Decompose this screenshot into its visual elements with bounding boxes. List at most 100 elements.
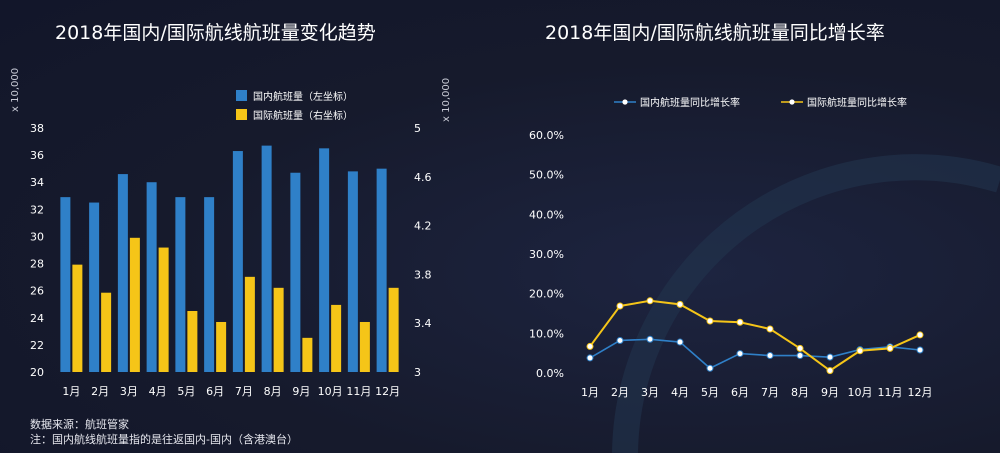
international-growth-point [706,317,714,325]
x-tick-label: 6月 [731,386,749,399]
international-bar [302,337,313,372]
international-growth-point [616,302,624,310]
data-source-note: 数据来源：航班管家 [30,418,129,431]
domestic-growth-line [589,338,921,370]
right-y-tick-label: 4.6 [414,171,432,184]
legend-label: 国际航班量（右坐标） [253,109,353,122]
y-tick-label: 30.0% [529,248,564,261]
international-bar [187,311,198,372]
notes: 数据来源：航班管家 注：国内航线航班量指的是往返国内-国内（含港澳台） [30,417,298,447]
international-bar [216,321,227,372]
legend-marker [789,99,795,105]
domestic-growth-point [796,352,804,360]
x-tick-label: 7月 [761,386,779,399]
left-y-tick-label: 20 [30,366,44,379]
x-tick-label: 11月 [878,386,903,399]
x-tick-label: 7月 [235,385,253,398]
x-tick-label: 12月 [375,385,400,398]
left-y-tick-label: 26 [30,285,44,298]
x-tick-label: 2月 [611,386,629,399]
domestic-growth-point [706,364,714,372]
y-tick-label: 50.0% [529,169,564,182]
legend-marker [622,99,628,105]
x-tick-label: 8月 [264,385,282,398]
international-growth-point [586,342,594,350]
international-bar [331,304,342,372]
international-bar [359,321,370,372]
domestic-bar [347,171,358,372]
legend-swatch [236,90,247,101]
international-bar [273,287,284,372]
decorative-arc [612,154,1000,453]
right-y-tick-label: 4.2 [414,220,432,233]
x-tick-label: 5月 [701,386,719,399]
x-tick-label: 5月 [177,385,195,398]
domestic-growth-point [766,352,774,360]
y-tick-label: 20.0% [529,288,564,301]
legend-label: 国内航班量（左坐标） [253,90,353,103]
domestic-bar [89,202,100,372]
x-tick-label: 1月 [581,386,599,399]
left-y-tick-label: 32 [30,203,44,216]
international-growth-point [916,331,924,339]
legend-label: 国际航班量同比增长率 [807,96,907,109]
international-growth-point [886,344,894,352]
x-tick-label: 6月 [206,385,224,398]
left-y-tick-label: 22 [30,339,44,352]
international-bar [129,237,140,372]
line-chart-title: 2018年国内/国际航线航班量同比增长率 [545,22,885,44]
international-growth-point [736,318,744,326]
x-tick-label: 1月 [62,385,80,398]
x-tick-label: 8月 [791,386,809,399]
x-tick-label: 11月 [346,385,371,398]
domestic-growth-point [916,346,924,354]
y-tick-label: 0.0% [536,367,564,380]
legend-swatch [236,109,247,120]
x-tick-label: 10月 [318,385,343,398]
x-tick-label: 9月 [821,386,839,399]
legend-label: 国内航班量同比增长率 [640,96,740,109]
x-tick-label: 4月 [149,385,167,398]
left-y-tick-label: 28 [30,258,44,271]
domestic-growth-point [616,336,624,344]
domestic-bar [376,168,387,372]
right-y-tick-label: 3 [414,366,421,379]
left-y-tick-label: 38 [30,122,44,135]
international-growth-point [766,325,774,333]
x-tick-label: 9月 [292,385,310,398]
international-bar [101,292,112,372]
x-tick-label: 10月 [848,386,873,399]
y-tick-label: 60.0% [529,129,564,142]
domestic-bar [175,197,186,372]
international-growth-point [646,297,654,305]
domestic-bar [146,182,157,372]
international-growth-point [676,300,684,308]
domestic-bar [232,151,243,372]
footnote: 注：国内航线航班量指的是往返国内-国内（含港澳台） [30,433,298,446]
right-y-tick-label: 3.8 [414,268,432,281]
x-tick-label: 2月 [91,385,109,398]
domestic-growth-point [586,354,594,362]
y-tick-label: 40.0% [529,208,564,221]
international-bar [158,247,169,372]
x-tick-label: 3月 [120,385,138,398]
right-y-tick-label: 5 [414,122,421,135]
domestic-growth-point [676,338,684,346]
bar-chart: 20 22 24 26 28 30 32 34 36 38 3 3.4 3.8 4.2 4.6 5 1月 2月 3月… [30,90,432,398]
international-growth-point [796,344,804,352]
left-y-tick-label: 36 [30,149,44,162]
domestic-bar [60,197,71,372]
y-tick-label: 10.0% [529,327,564,340]
domestic-bar [117,174,128,372]
domestic-bar [290,172,301,372]
domestic-growth-point [826,353,834,361]
x-tick-label: 12月 [908,386,933,399]
domestic-bar [319,148,330,372]
line-chart: 0.0% 10.0% 20.0% 30.0% 40.0% 50.0% 60.0% 1月 2月 3月… [529,96,932,399]
right-y-tick-label: 3.4 [414,317,432,330]
x-tick-label: 3月 [641,386,659,399]
domestic-growth-point [646,335,654,343]
left-y-tick-label: 34 [30,176,44,189]
domestic-bar [261,145,272,372]
